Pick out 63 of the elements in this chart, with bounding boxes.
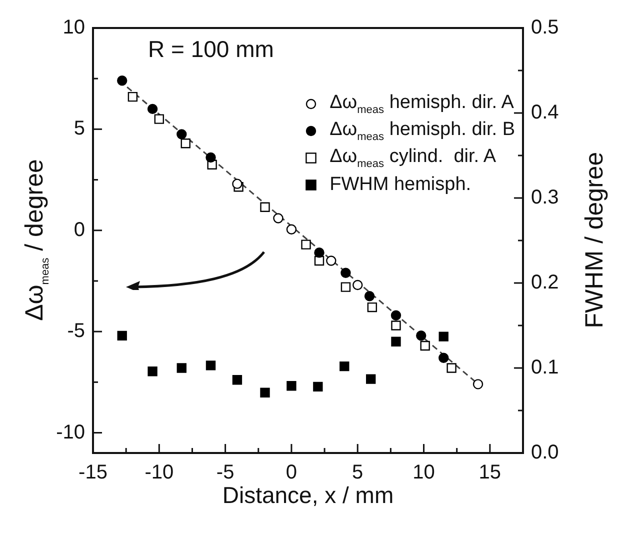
point xyxy=(232,375,242,385)
y2-tick-label: 0.4 xyxy=(531,102,559,124)
point xyxy=(260,388,270,398)
point xyxy=(340,268,351,278)
y-tick-label: 10 xyxy=(62,16,85,39)
y-tick-label: -10 xyxy=(56,421,85,444)
point xyxy=(326,256,336,266)
y2-tick-label: 0.5 xyxy=(531,16,559,39)
point xyxy=(301,240,311,250)
point xyxy=(260,202,270,212)
point xyxy=(340,361,350,372)
x-tick-label: 0 xyxy=(286,462,298,484)
y2-axis-title: FWHM / degree xyxy=(580,152,610,328)
point xyxy=(147,104,158,114)
point xyxy=(472,379,484,390)
point xyxy=(180,138,190,148)
point xyxy=(438,332,448,342)
point xyxy=(128,92,138,102)
point xyxy=(446,363,456,373)
point xyxy=(313,382,323,392)
point xyxy=(391,336,401,346)
y-tick-label: 5 xyxy=(74,118,85,140)
x-tick-label: -10 xyxy=(144,462,174,484)
point xyxy=(176,129,187,140)
point xyxy=(416,330,426,341)
point xyxy=(364,291,375,302)
point xyxy=(117,330,127,341)
point xyxy=(176,363,186,373)
legend-label: Δω$_{meas}$ hemisph. dir. B xyxy=(330,118,515,142)
x-tick-label: 10 xyxy=(412,462,435,484)
x-axis-title: Distance, x / mm xyxy=(222,482,394,509)
point xyxy=(390,310,402,320)
x-tick-label: 5 xyxy=(352,462,364,484)
point xyxy=(438,352,449,363)
legend-label: FWHM hemisph. xyxy=(330,174,472,196)
point xyxy=(286,224,297,234)
point xyxy=(154,114,164,124)
point xyxy=(340,282,351,292)
legend-label: Δω$_{meas}$ cylind. dir. A xyxy=(330,146,496,170)
point xyxy=(117,76,128,86)
point xyxy=(420,340,430,351)
point xyxy=(286,381,296,391)
legend-label: Δω$_{meas}$ hemisph. dir. A xyxy=(330,92,514,116)
point xyxy=(232,178,242,189)
point xyxy=(366,374,376,384)
point xyxy=(391,320,401,330)
x-tick-label: -5 xyxy=(216,462,234,484)
y2-tick-label: 0.0 xyxy=(531,442,559,464)
annotation: R = 100 mm xyxy=(148,36,274,63)
x-tick-label: 15 xyxy=(478,462,502,484)
x-tick-label: -15 xyxy=(78,462,108,484)
point xyxy=(352,280,363,290)
point xyxy=(206,360,216,370)
y-tick-label: 0 xyxy=(74,218,85,241)
y-tick-label: -5 xyxy=(67,320,85,342)
point xyxy=(148,366,158,376)
y2-tick-label: 0.1 xyxy=(531,356,559,379)
y2-tick-label: 0.2 xyxy=(531,272,559,294)
point xyxy=(367,302,378,312)
y2-tick-label: 0.3 xyxy=(531,186,559,209)
point xyxy=(206,152,216,163)
point xyxy=(273,213,284,224)
point xyxy=(314,248,324,258)
